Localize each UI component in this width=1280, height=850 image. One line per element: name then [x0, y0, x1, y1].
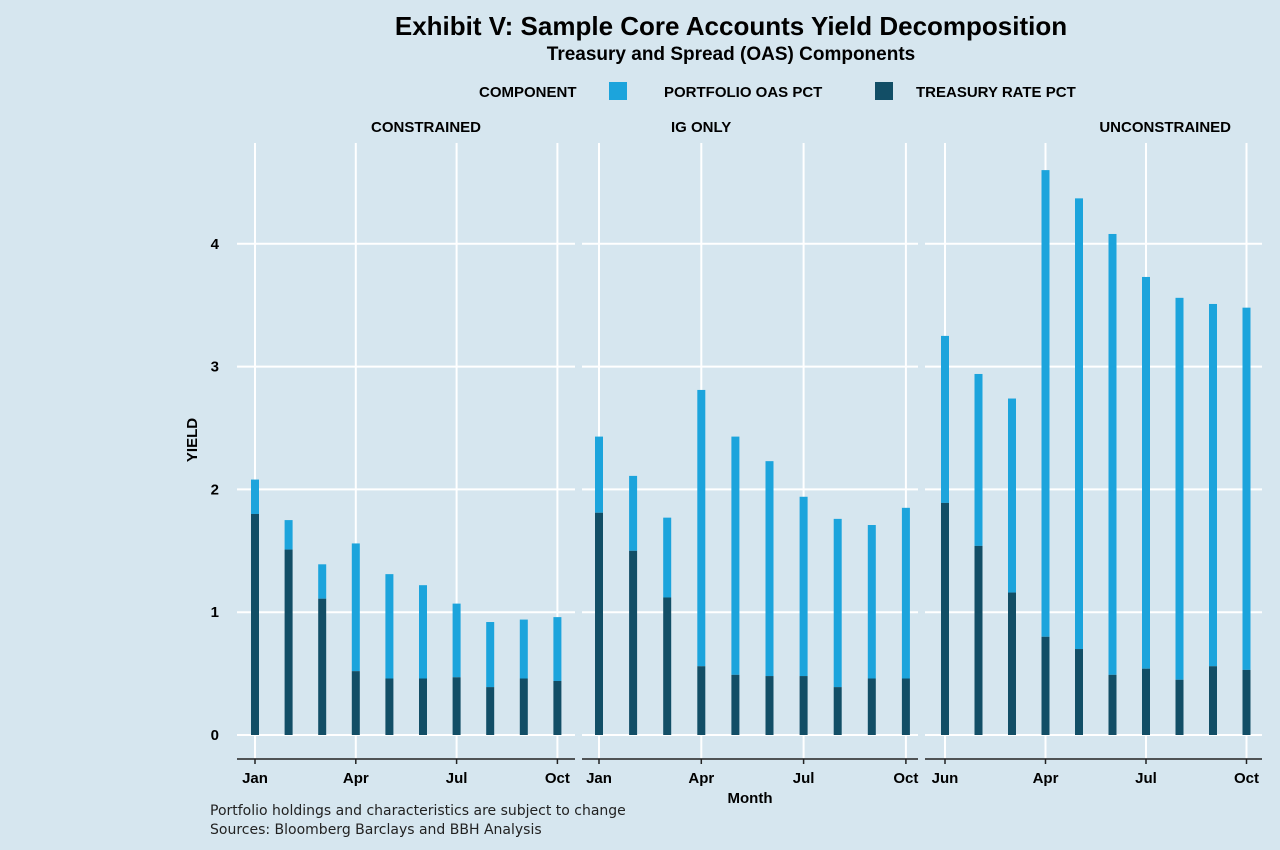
bar-treasury — [385, 678, 394, 735]
x-tick-label: Jul — [793, 770, 815, 787]
bar-treasury — [251, 513, 259, 735]
bar-oas — [799, 496, 808, 677]
bar-oas — [765, 461, 774, 677]
legend: COMPONENT PORTFOLIO OAS PCT TREASURY RAT… — [479, 82, 1076, 101]
bar-treasury — [1142, 668, 1150, 735]
y-axis: 0 1 2 3 4 — [211, 236, 220, 744]
bar-oas — [1175, 297, 1184, 680]
legend-swatch-treasury — [875, 82, 893, 100]
chart-title: Exhibit V: Sample Core Accounts Yield De… — [395, 11, 1067, 41]
bar-treasury — [901, 678, 910, 735]
bar-oas — [452, 603, 461, 678]
x-tick-label: Oct — [545, 770, 570, 787]
bar-treasury — [629, 550, 638, 735]
bar-treasury — [419, 678, 427, 735]
x-tick-label: Apr — [688, 770, 714, 787]
bar-treasury — [318, 598, 327, 735]
bar-oas — [318, 564, 327, 599]
bar-oas — [1242, 307, 1251, 670]
bar-oas — [595, 436, 603, 513]
x-tick-label: Jun — [932, 770, 959, 787]
bar-oas — [419, 585, 427, 679]
panel-unconstrained: UNCONSTRAINED Jun Apr Jul Oct — [925, 119, 1262, 787]
bar-oas — [519, 619, 528, 679]
x-tick-label: Apr — [1033, 770, 1059, 787]
bar-treasury — [941, 502, 949, 735]
bar-treasury — [765, 676, 774, 735]
bar-oas — [867, 525, 876, 679]
panel-ig-only: IG ONLY Jan Apr Jul Oct — [582, 119, 918, 787]
bar-oas — [731, 436, 740, 675]
bar-oas — [1008, 398, 1016, 593]
bar-oas — [1108, 233, 1117, 675]
x-tick-label: Jul — [446, 770, 468, 787]
bar-oas — [941, 335, 949, 503]
y-tick-label: 4 — [211, 236, 220, 253]
chart-subtitle: Treasury and Spread (OAS) Components — [547, 44, 915, 65]
bar-treasury — [731, 674, 740, 735]
legend-title: COMPONENT — [479, 84, 577, 101]
legend-label-treasury: TREASURY RATE PCT — [916, 84, 1076, 101]
bar-treasury — [351, 671, 360, 735]
bar-treasury — [1175, 679, 1184, 735]
x-axis-title: Month — [728, 790, 773, 807]
bar-treasury — [1242, 669, 1251, 735]
bar-oas — [351, 543, 360, 672]
bar-treasury — [1041, 636, 1050, 735]
facet-label: IG ONLY — [671, 119, 731, 136]
x-tick-label: Oct — [1234, 770, 1259, 787]
bar-oas — [974, 373, 983, 546]
bar-oas — [251, 479, 259, 514]
y-tick-label: 1 — [211, 604, 219, 621]
bar-treasury — [1075, 649, 1083, 735]
y-tick-label: 2 — [211, 481, 219, 498]
legend-label-oas: PORTFOLIO OAS PCT — [664, 84, 822, 101]
bar-treasury — [1209, 666, 1217, 735]
bar-treasury — [697, 666, 706, 735]
y-tick-label: 0 — [211, 727, 219, 744]
facet-label: UNCONSTRAINED — [1099, 119, 1231, 136]
bar-oas — [385, 574, 394, 679]
bar-oas — [1142, 276, 1150, 669]
bar-oas — [553, 617, 562, 681]
footnote-sources: Sources: Bloomberg Barclays and BBH Anal… — [210, 822, 542, 838]
bar-treasury — [486, 687, 495, 735]
bar-oas — [663, 517, 672, 598]
x-tick-label: Apr — [343, 770, 369, 787]
bar-oas — [1041, 170, 1050, 637]
bar-oas — [901, 507, 910, 679]
y-axis-title: YIELD — [184, 418, 201, 462]
bar-treasury — [595, 512, 603, 735]
x-tick-label: Jan — [242, 770, 268, 787]
bar-treasury — [553, 680, 562, 735]
facet-label: CONSTRAINED — [371, 119, 481, 136]
bar-oas — [1075, 198, 1083, 650]
bar-treasury — [833, 687, 842, 735]
bar-treasury — [974, 545, 983, 735]
plot-area: CONSTRAINED Jan Apr Jul Oct IG ONLY Jan Apr Jul O… — [237, 119, 1262, 787]
bar-treasury — [799, 676, 808, 735]
bar-treasury — [1108, 674, 1117, 735]
bar-treasury — [284, 549, 293, 735]
bar-oas — [486, 622, 495, 688]
bar-treasury — [663, 597, 672, 735]
x-tick-label: Jan — [586, 770, 612, 787]
bar-oas — [833, 518, 842, 688]
bar-oas — [284, 520, 293, 550]
bar-treasury — [1008, 592, 1016, 735]
bar-oas — [697, 389, 706, 667]
x-tick-label: Oct — [893, 770, 918, 787]
x-tick-label: Jul — [1135, 770, 1157, 787]
y-tick-label: 3 — [211, 359, 219, 376]
bar-oas — [1209, 303, 1217, 667]
legend-swatch-oas — [609, 82, 627, 100]
bar-treasury — [867, 678, 876, 735]
bar-treasury — [452, 677, 461, 735]
panel-constrained: CONSTRAINED Jan Apr Jul Oct — [237, 119, 575, 787]
bar-treasury — [519, 678, 528, 735]
footnote-holdings: Portfolio holdings and characteristics a… — [210, 803, 626, 819]
bar-oas — [629, 475, 638, 551]
